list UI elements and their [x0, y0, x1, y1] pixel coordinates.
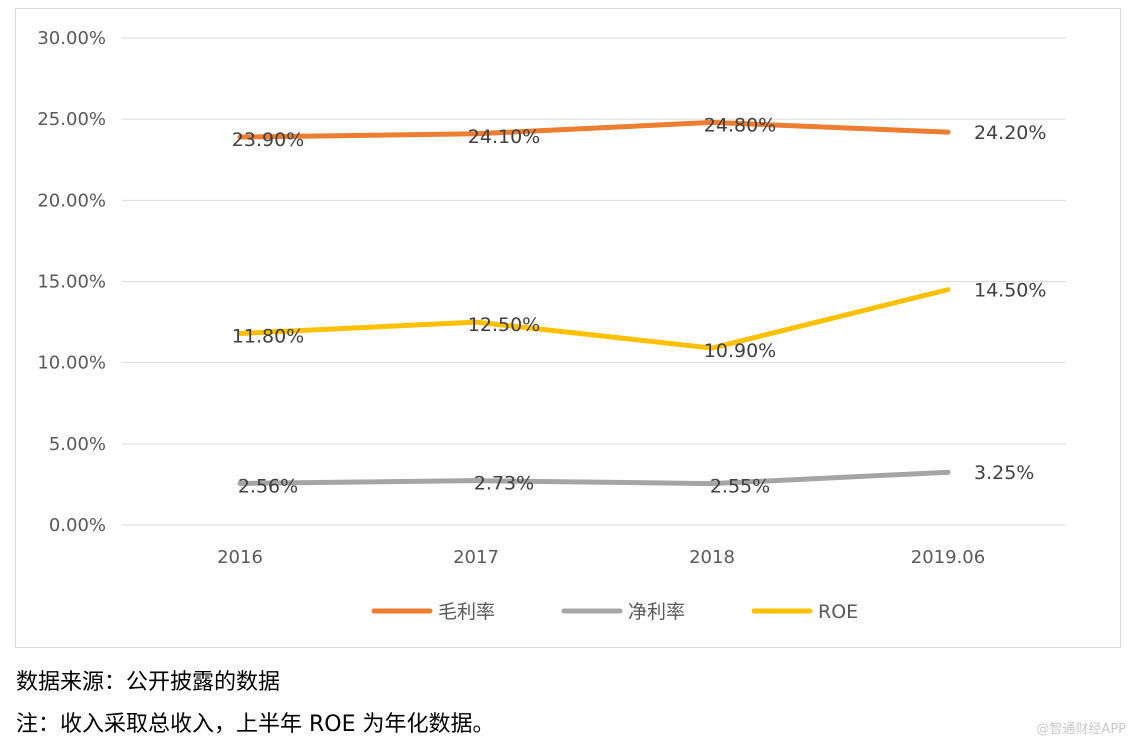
y-tick-label: 0.00%: [49, 515, 106, 536]
series-line: [237, 119, 951, 140]
x-tick-label: 2016: [217, 547, 263, 568]
remark-note: 注：收入采取总收入，上半年 ROE 为年化数据。: [16, 712, 495, 737]
source-note: 数据来源：公开披露的数据: [16, 670, 281, 695]
data-label: 2.56%: [238, 475, 298, 497]
y-tick-label: 30.00%: [37, 28, 106, 49]
data-label: 2.55%: [710, 476, 770, 498]
data-label: 24.80%: [704, 114, 776, 136]
watermark: @智通财经APP: [1036, 722, 1126, 737]
data-label: 23.90%: [232, 129, 304, 151]
y-tick-label: 25.00%: [37, 109, 106, 130]
data-label: 12.50%: [468, 314, 540, 336]
series-line: [237, 287, 951, 351]
data-label: 14.50%: [974, 280, 1046, 302]
chart-frame: 0.00% 5.00% 10.00% 15.00% 20.00% 25.00% 30.00%…: [15, 8, 1121, 648]
line-chart: 0.00% 5.00% 10.00% 15.00% 20.00% 25.00% 30.00%…: [37, 28, 1066, 623]
data-label: 10.90%: [704, 340, 776, 362]
x-tick-label: 2018: [689, 547, 735, 568]
series-line: [237, 469, 951, 487]
data-label: 3.25%: [974, 462, 1034, 484]
data-label: 2.73%: [474, 473, 534, 495]
y-tick-label: 10.00%: [37, 353, 106, 374]
legend-label: ROE: [818, 601, 858, 623]
y-tick-label: 15.00%: [37, 272, 106, 293]
data-label: 11.80%: [232, 325, 304, 347]
y-tick-label: 5.00%: [49, 434, 106, 455]
y-tick-label: 20.00%: [37, 190, 106, 211]
data-label: 24.10%: [468, 126, 540, 148]
legend-label: 毛利率: [438, 601, 495, 623]
x-tick-label: 2017: [453, 547, 499, 568]
legend-label: 净利率: [628, 601, 685, 623]
x-tick-label: 2019.06: [911, 547, 985, 568]
data-label: 24.20%: [974, 122, 1046, 144]
